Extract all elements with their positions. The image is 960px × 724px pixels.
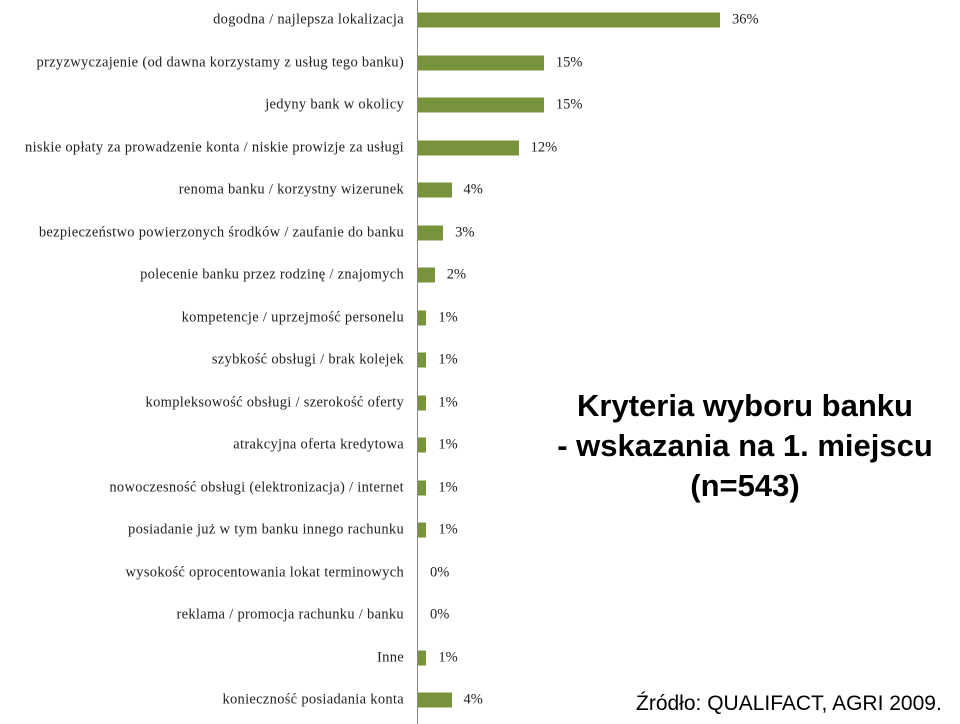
value-label: 3% <box>455 224 475 240</box>
chart-title: Kryteria wyboru banku - wskazania na 1. m… <box>525 386 960 506</box>
category-label: jedyny bank w okolicy <box>265 96 404 113</box>
category-label: posiadanie już w tym banku innego rachun… <box>128 521 404 538</box>
title-line: (n=543) <box>690 468 800 503</box>
category-label: szybkość obsługi / brak kolejek <box>211 351 404 368</box>
bar <box>418 480 427 495</box>
category-label: bezpieczeństwo powierzonych środków / za… <box>38 224 404 240</box>
value-label: 0% <box>430 606 450 623</box>
source-note: Źródło: QUALIFACT, AGRI 2009. <box>636 692 942 715</box>
category-label: nowoczesność obsługi (elektronizacja) / … <box>109 479 404 495</box>
title-line: Kryteria wyboru banku <box>577 388 913 423</box>
value-label: 1% <box>438 394 458 410</box>
category-label: niskie opłaty za prowadzenie konta / nis… <box>25 139 404 155</box>
value-label: 1% <box>438 521 458 538</box>
bar <box>418 182 452 198</box>
bar <box>418 310 427 325</box>
category-label: kompleksowość obsługi / szerokość oferty <box>145 394 404 410</box>
bar <box>418 352 427 368</box>
value-label: 15% <box>555 54 583 70</box>
value-label: 1% <box>438 309 458 325</box>
value-label: 12% <box>530 139 558 155</box>
value-label: 1% <box>438 436 458 453</box>
category-label: konieczność posiadania konta <box>222 691 404 708</box>
value-label: 4% <box>463 181 483 198</box>
category-label: kompetencje / uprzejmość personelu <box>181 309 404 325</box>
value-label: 4% <box>463 691 483 708</box>
bar <box>418 97 544 113</box>
bar <box>418 12 721 28</box>
bar <box>418 55 544 70</box>
value-label: 1% <box>438 479 458 495</box>
bar <box>418 437 427 453</box>
value-label: 36% <box>732 11 759 28</box>
value-label: 2% <box>446 266 467 283</box>
bar <box>418 692 452 708</box>
category-label: przyzwyczajenie (od dawna korzystamy z u… <box>36 54 404 70</box>
title-line: - wskazania na 1. miejscu <box>557 428 933 463</box>
category-label: atrakcyjna oferta kredytowa <box>233 436 404 453</box>
category-label: dogodna / najlepsza lokalizacja <box>213 11 404 28</box>
bar <box>418 140 519 155</box>
category-label: Inne <box>377 649 404 665</box>
bar <box>418 267 435 283</box>
bar <box>418 522 427 538</box>
category-label: reklama / promocja rachunku / banku <box>176 606 404 623</box>
category-label: renoma banku / korzystny wizerunek <box>178 181 404 198</box>
bar <box>418 650 427 665</box>
value-label: 0% <box>430 564 450 580</box>
bar <box>418 395 427 410</box>
category-label: polecenie banku przez rodzinę / znajomyc… <box>140 266 404 283</box>
value-label: 1% <box>438 649 458 665</box>
bar <box>418 225 444 240</box>
value-label: 1% <box>438 351 458 368</box>
category-label: wysokość oprocentowania lokat terminowyc… <box>125 564 404 580</box>
category-axis <box>417 0 418 724</box>
value-label: 15% <box>555 96 583 113</box>
